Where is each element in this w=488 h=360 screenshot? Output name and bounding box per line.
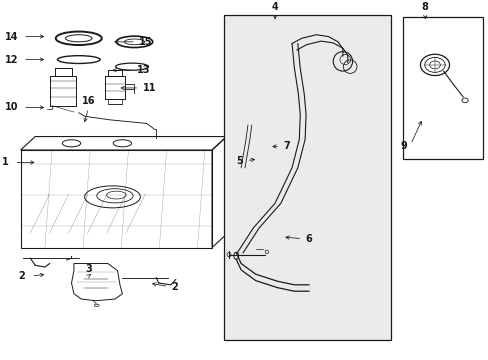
Text: 5: 5 (235, 156, 242, 166)
Text: 13: 13 (137, 65, 150, 75)
FancyBboxPatch shape (403, 17, 483, 159)
Text: 6: 6 (305, 234, 311, 244)
Text: 4: 4 (271, 3, 278, 12)
Text: 11: 11 (142, 83, 156, 93)
Text: 7: 7 (283, 141, 289, 152)
Text: 10: 10 (5, 103, 18, 112)
FancyBboxPatch shape (224, 15, 390, 340)
Text: 8: 8 (421, 3, 428, 12)
Text: 14: 14 (5, 32, 18, 41)
Text: 2: 2 (19, 271, 25, 281)
Text: 16: 16 (81, 96, 95, 106)
Text: 3: 3 (85, 264, 92, 274)
Text: 12: 12 (5, 55, 18, 64)
Text: 9: 9 (400, 141, 407, 152)
Text: 1: 1 (2, 157, 8, 167)
Text: 15: 15 (139, 37, 153, 47)
Text: 2: 2 (170, 282, 177, 292)
